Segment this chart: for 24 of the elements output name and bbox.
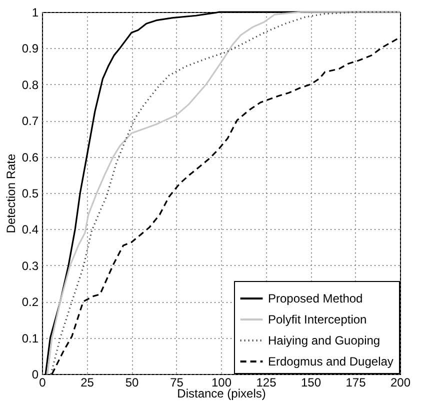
y-tick-label: 0.3 <box>22 258 39 273</box>
y-tick-label: 0.1 <box>22 331 39 346</box>
y-tick-label: 0.8 <box>22 78 39 92</box>
legend-label: Haiying and Guoping <box>268 334 380 348</box>
y-tick-label: 0.4 <box>22 222 39 237</box>
x-tick-label: 100 <box>211 376 232 390</box>
y-tick-label: 0.5 <box>22 186 39 200</box>
x-tick-label: 150 <box>300 376 322 390</box>
y-tick-label: 0.7 <box>22 114 39 128</box>
x-tick-label: 25 <box>80 376 94 390</box>
y-tick-label: 0.9 <box>22 42 39 56</box>
x-axis-title: Distance (pixels) <box>177 386 266 400</box>
y-axis-title: Detection Rate <box>4 153 18 234</box>
y-tick-label: 0.2 <box>22 295 39 310</box>
x-tick-label: 200 <box>390 376 411 390</box>
y-tick-label: 1 <box>32 6 39 20</box>
x-tick-label: 125 <box>256 376 277 390</box>
x-tick-label: 175 <box>346 376 366 390</box>
x-tick-label: 75 <box>170 376 184 390</box>
x-tick-label: 50 <box>125 376 139 390</box>
legend-label: Proposed Method <box>268 292 363 306</box>
legend-label: Polyfit Interception <box>268 312 367 326</box>
y-tick-label: 0.6 <box>22 150 39 164</box>
legend-label: Erdogmus and Dugelay <box>268 354 394 368</box>
